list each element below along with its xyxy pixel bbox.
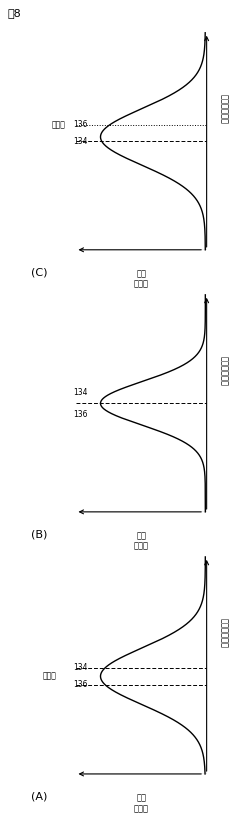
Text: (C): (C) bbox=[31, 267, 47, 277]
Text: ピクセル位置: ピクセル位置 bbox=[219, 93, 228, 124]
Text: エラー: エラー bbox=[52, 120, 66, 129]
Text: 136: 136 bbox=[73, 410, 87, 419]
Text: 134: 134 bbox=[73, 388, 87, 397]
Text: 134: 134 bbox=[73, 663, 87, 672]
Text: 輝度
レベル: 輝度 レベル bbox=[134, 532, 149, 551]
Text: 136: 136 bbox=[73, 681, 87, 690]
Text: ピクセル位置: ピクセル位置 bbox=[219, 355, 228, 386]
Text: 136: 136 bbox=[73, 120, 87, 129]
Text: (B): (B) bbox=[31, 529, 47, 539]
Text: 輝度
レベル: 輝度 レベル bbox=[134, 794, 149, 813]
Text: 134: 134 bbox=[73, 137, 87, 146]
Text: ピクセル位置: ピクセル位置 bbox=[219, 618, 228, 648]
Text: 図8: 図8 bbox=[8, 8, 21, 18]
Text: エラー: エラー bbox=[43, 672, 57, 681]
Text: (A): (A) bbox=[31, 791, 47, 801]
Text: 輝度
レベル: 輝度 レベル bbox=[134, 269, 149, 289]
